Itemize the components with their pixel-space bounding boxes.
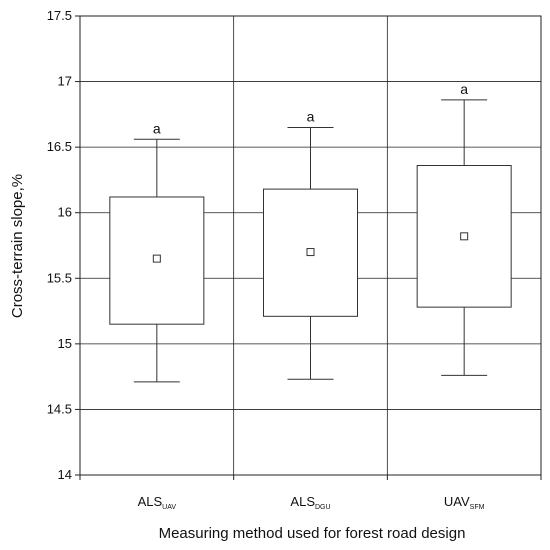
x-category-subscript: DGU <box>315 504 331 511</box>
x-category-main: ALS <box>138 494 163 509</box>
x-category-label: UAVSFM <box>444 494 485 511</box>
box-group: a <box>416 81 512 376</box>
box-group: a <box>263 108 358 380</box>
x-category-label: ALSDGU <box>290 494 330 511</box>
y-tick-label: 17.5 <box>47 8 72 23</box>
y-tick-label: 17 <box>58 74 72 89</box>
mean-marker <box>152 254 161 263</box>
x-category-main: ALS <box>290 494 315 509</box>
x-category-subscript: UAV <box>162 504 176 511</box>
y-tick-label: 16.5 <box>47 139 72 154</box>
mean-marker <box>460 232 469 241</box>
y-axis-title: Cross-terrain slope,% <box>9 174 26 318</box>
x-category-subscript: SFM <box>470 504 485 511</box>
mean-marker <box>306 248 315 257</box>
y-tick-label: 15 <box>58 336 72 351</box>
plot-layer: a a a <box>109 81 512 383</box>
y-tick-label: 14.5 <box>47 401 72 416</box>
y-tick-label: 16 <box>58 205 72 220</box>
box-group: a <box>109 120 205 383</box>
y-tick-label: 14 <box>58 467 72 482</box>
x-category-label: ALSUAV <box>138 494 177 511</box>
x-axis-title: Measuring method used for forest road de… <box>159 525 466 542</box>
significance-label: a <box>307 108 315 124</box>
x-category-main: UAV <box>444 494 470 509</box>
significance-label: a <box>153 120 161 136</box>
y-tick-label: 15.5 <box>47 270 72 285</box>
significance-label: a <box>460 81 468 97</box>
